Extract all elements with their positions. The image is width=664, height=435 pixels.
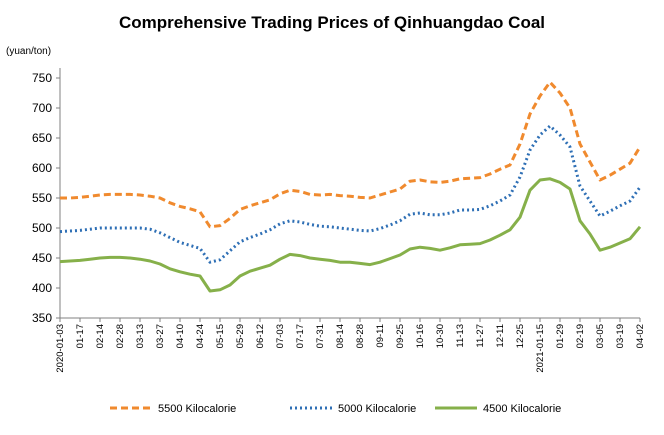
x-tick-label: 05-15: [215, 324, 226, 348]
x-tick-label: 10-30: [435, 324, 446, 348]
y-tick-label: 450: [32, 251, 52, 265]
x-tick-label: 02-28: [115, 324, 126, 348]
chart-title: Comprehensive Trading Prices of Qinhuang…: [119, 13, 545, 32]
y-tick-label: 750: [32, 71, 52, 85]
x-tick-label: 03-05: [595, 324, 606, 348]
x-tick-label: 04-24: [195, 324, 206, 348]
x-tick-label: 04-02: [635, 324, 646, 348]
axes: [59, 68, 640, 319]
x-tick-label: 09-11: [375, 324, 386, 348]
x-tick-label: 03-19: [615, 324, 626, 348]
x-tick-label: 2020-01-03: [55, 324, 66, 373]
y-tick-label: 500: [32, 221, 52, 235]
x-tick-label: 07-31: [315, 324, 326, 348]
x-tick-label: 06-12: [255, 324, 266, 348]
y-axis-unit-label: (yuan/ton): [6, 46, 51, 57]
x-tick-label: 03-27: [155, 324, 166, 348]
series-line-1: [60, 80, 642, 229]
x-tick-label: 07-03: [275, 324, 286, 348]
x-tick-label: 04-10: [175, 324, 186, 348]
x-tick-label: 12-11: [495, 324, 506, 348]
x-tick-label: 08-28: [355, 324, 366, 348]
series-line-2: [59, 124, 642, 264]
y-tick-label: 400: [32, 281, 52, 295]
y-tick-label: 600: [32, 161, 52, 175]
y-tick-label: 650: [32, 131, 52, 145]
legend: 5500 Kilocalorie 5000 Kilocalorie 4500 Kil…: [110, 403, 561, 415]
x-tick-label: 08-14: [335, 324, 346, 348]
y-tick-label: 550: [32, 191, 52, 205]
x-tick-label: 10-16: [415, 324, 426, 348]
x-tick-label: 07-17: [295, 324, 306, 348]
x-tick-label: 03-13: [135, 324, 146, 348]
series-line-3: [59, 177, 642, 293]
x-tick-label: 11-13: [455, 324, 466, 348]
x-tick-label: 02-19: [575, 324, 586, 348]
legend-label-1: 5500 Kilocalorie: [158, 403, 236, 415]
x-tick-label: 01-29: [555, 324, 566, 348]
x-tick-label: 05-29: [235, 324, 246, 348]
x-tick-label: 2021-01-15: [535, 324, 546, 373]
x-tick-label: 11-27: [475, 324, 486, 348]
x-axis-ticks: 2020-01-03 01-17 02-14 02-28 03-13 03-27 04-10…: [55, 318, 646, 373]
y-tick-label: 700: [32, 101, 52, 115]
x-tick-label: 09-25: [395, 324, 406, 348]
legend-label-2: 5000 Kilocalorie: [338, 403, 416, 415]
y-tick-label: 350: [32, 311, 52, 325]
x-tick-label: 12-25: [515, 324, 526, 348]
legend-label-3: 4500 Kilocalorie: [483, 403, 561, 415]
x-tick-label: 02-14: [95, 324, 106, 348]
y-axis-ticks: 350 400 450 500 550 600 650 700 750: [32, 71, 60, 325]
x-tick-label: 01-17: [75, 324, 86, 348]
series-lines: [59, 80, 642, 293]
